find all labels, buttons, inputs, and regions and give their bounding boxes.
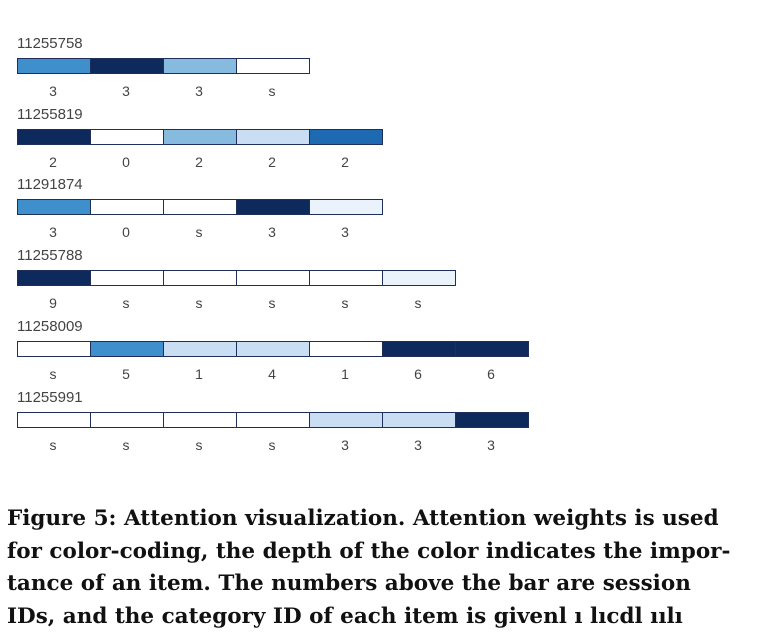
category-label: s: [195, 295, 203, 312]
category-label: 3: [487, 436, 495, 453]
category-label: 3: [49, 224, 57, 241]
category-label: 5: [122, 365, 130, 382]
caption-text: Attention visualization. Attention weigh…: [7, 506, 731, 629]
attention-cell: [236, 411, 310, 428]
attention-cell: [309, 411, 383, 428]
session-id-label: 11291874: [17, 176, 83, 194]
category-label: s: [341, 295, 349, 312]
category-label: 1: [341, 365, 349, 382]
category-label: 2: [341, 153, 349, 170]
attention-cell: [163, 199, 237, 216]
category-label: s: [414, 295, 422, 312]
attention-cell: [309, 340, 383, 357]
attention-cell: [455, 340, 529, 357]
figure-caption: Figure 5: Attention visualization. Atten…: [7, 503, 745, 633]
session-id-label: 11255788: [17, 247, 83, 265]
category-label: 6: [414, 365, 422, 382]
attention-cell: [17, 270, 91, 287]
attention-cell: [163, 58, 237, 74]
attention-cell: [90, 411, 164, 428]
category-label: s: [268, 436, 276, 453]
attention-cell: [90, 270, 164, 287]
attention-cell: [163, 340, 237, 357]
attention-cell: [236, 340, 310, 357]
category-label: 2: [49, 153, 57, 170]
attention-cell: [163, 411, 237, 428]
attention-cell: [17, 411, 91, 428]
category-label: 1: [195, 365, 203, 382]
category-label: 0: [122, 224, 130, 241]
attention-cell: [309, 270, 383, 287]
category-label: 3: [268, 224, 276, 241]
category-label: 4: [268, 365, 276, 382]
attention-cell: [236, 270, 310, 287]
session-id-label: 11255819: [17, 105, 83, 123]
category-label: 2: [268, 153, 276, 170]
attention-cell: [309, 199, 383, 216]
category-label: s: [195, 224, 203, 241]
attention-cell: [17, 128, 91, 145]
attention-cell: [236, 199, 310, 216]
attention-cell: [382, 270, 456, 287]
attention-cell: [90, 128, 164, 145]
category-label: 3: [341, 436, 349, 453]
category-label: 3: [341, 224, 349, 241]
session-id-label: 11255991: [17, 388, 83, 406]
category-label: s: [122, 436, 130, 453]
category-label: s: [195, 436, 203, 453]
category-label: s: [49, 365, 57, 382]
category-label: 6: [487, 365, 495, 382]
category-label: 3: [122, 83, 130, 99]
attention-cell: [17, 340, 91, 357]
attention-cell: [163, 128, 237, 145]
attention-figure: 11255758 3 3 3 s 11255819 2 0 2 2 2 11291874 3 0 s 3 3 11…: [17, 35, 529, 453]
caption-label: Figure 5:: [7, 506, 117, 531]
attention-cell: [163, 270, 237, 287]
attention-cell: [382, 411, 456, 428]
category-label: s: [122, 295, 130, 312]
attention-cell: [90, 199, 164, 216]
attention-cell: [17, 58, 91, 74]
attention-cell: [90, 58, 164, 74]
attention-cell: [90, 340, 164, 357]
category-label: s: [268, 295, 276, 312]
attention-cell: [236, 58, 310, 74]
category-label: 0: [122, 153, 130, 170]
attention-cell: [455, 411, 529, 428]
category-label: s: [268, 83, 276, 99]
session-id-label: 11258009: [17, 317, 83, 335]
attention-cell: [382, 340, 456, 357]
category-label: s: [49, 436, 57, 453]
attention-cell: [236, 128, 310, 145]
category-label: 2: [195, 153, 203, 170]
attention-cell: [309, 128, 383, 145]
attention-cell: [17, 199, 91, 216]
category-label: 3: [49, 83, 57, 99]
category-label: 3: [414, 436, 422, 453]
category-label: 9: [49, 295, 57, 312]
session-id-label: 11255758: [17, 35, 83, 52]
category-label: 3: [195, 83, 203, 99]
